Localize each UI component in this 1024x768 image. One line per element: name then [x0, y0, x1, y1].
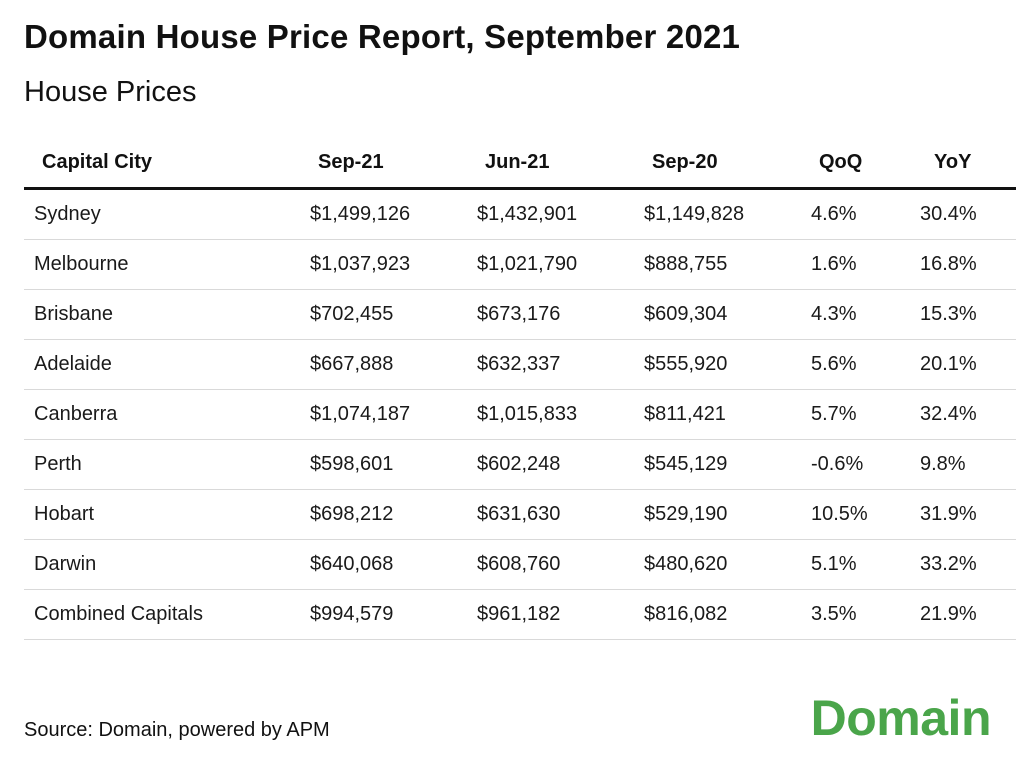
cell-sep-20: $888,755	[634, 239, 801, 290]
cell-yoy: 15.3%	[910, 289, 1016, 340]
cell-capital-city: Adelaide	[24, 339, 300, 390]
cell-capital-city: Brisbane	[24, 289, 300, 340]
column-header-sep-21: Sep-21	[300, 138, 467, 190]
cell-qoq: -0.6%	[801, 439, 910, 490]
cell-yoy: 32.4%	[910, 389, 1016, 440]
cell-qoq: 4.3%	[801, 289, 910, 340]
domain-logo: Domain	[810, 690, 992, 746]
cell-jun-21: $1,015,833	[467, 389, 634, 440]
column-header-yoy: YoY	[910, 138, 1016, 190]
table-body: Sydney $1,499,126 $1,432,901 $1,149,828 4.6%…	[24, 188, 1016, 640]
cell-capital-city: Darwin	[24, 539, 300, 590]
cell-sep-21: $1,499,126	[300, 188, 467, 240]
cell-yoy: 20.1%	[910, 339, 1016, 390]
table-row: Perth $598,601 $602,248 $545,129 -0.6% 9.8%	[24, 439, 1016, 490]
cell-capital-city: Hobart	[24, 489, 300, 540]
column-header-sep-20: Sep-20	[634, 138, 801, 190]
table-row: Hobart $698,212 $631,630 $529,190 10.5% 31.9%	[24, 489, 1016, 540]
cell-sep-21: $1,074,187	[300, 389, 467, 440]
table-row: Combined Capitals $994,579 $961,182 $816,08…	[24, 589, 1016, 640]
cell-sep-20: $609,304	[634, 289, 801, 340]
cell-yoy: 30.4%	[910, 188, 1016, 240]
cell-jun-21: $1,432,901	[467, 188, 634, 240]
cell-yoy: 16.8%	[910, 239, 1016, 290]
cell-jun-21: $1,021,790	[467, 239, 634, 290]
cell-jun-21: $632,337	[467, 339, 634, 390]
table-row: Canberra $1,074,187 $1,015,833 $811,421 5.7%…	[24, 389, 1016, 440]
cell-yoy: 21.9%	[910, 589, 1016, 640]
cell-sep-20: $555,920	[634, 339, 801, 390]
cell-sep-20: $529,190	[634, 489, 801, 540]
cell-qoq: 10.5%	[801, 489, 910, 540]
cell-sep-20: $480,620	[634, 539, 801, 590]
cell-jun-21: $631,630	[467, 489, 634, 540]
table-row: Darwin $640,068 $608,760 $480,620 5.1% 33.2%	[24, 539, 1016, 590]
header-row: Capital City Sep-21 Jun-21 Sep-20 QoQ Yo…	[24, 138, 1016, 190]
report-subtitle: House Prices	[24, 76, 197, 108]
cell-qoq: 1.6%	[801, 239, 910, 290]
cell-sep-20: $545,129	[634, 439, 801, 490]
source-note: Source: Domain, powered by APM	[24, 719, 330, 741]
cell-capital-city: Perth	[24, 439, 300, 490]
cell-yoy: 33.2%	[910, 539, 1016, 590]
cell-jun-21: $961,182	[467, 589, 634, 640]
table-row: Melbourne $1,037,923 $1,021,790 $888,755 1.6…	[24, 239, 1016, 290]
cell-capital-city: Canberra	[24, 389, 300, 440]
cell-capital-city: Melbourne	[24, 239, 300, 290]
house-price-table: Capital City Sep-21 Jun-21 Sep-20 QoQ Yo…	[24, 138, 1016, 640]
report-title: Domain House Price Report, September 202…	[24, 18, 741, 55]
cell-sep-20: $811,421	[634, 389, 801, 440]
price-table-container: Capital City Sep-21 Jun-21 Sep-20 QoQ Yo…	[24, 138, 1016, 640]
table-row: Adelaide $667,888 $632,337 $555,920 5.6% 20.1…	[24, 339, 1016, 390]
cell-qoq: 5.1%	[801, 539, 910, 590]
cell-qoq: 5.6%	[801, 339, 910, 390]
cell-capital-city: Sydney	[24, 188, 300, 240]
cell-yoy: 9.8%	[910, 439, 1016, 490]
cell-sep-20: $816,082	[634, 589, 801, 640]
table-header: Capital City Sep-21 Jun-21 Sep-20 QoQ Yo…	[24, 138, 1016, 190]
column-header-jun-21: Jun-21	[467, 138, 634, 190]
cell-sep-21: $702,455	[300, 289, 467, 340]
cell-sep-21: $994,579	[300, 589, 467, 640]
cell-sep-21: $1,037,923	[300, 239, 467, 290]
cell-jun-21: $673,176	[467, 289, 634, 340]
cell-sep-20: $1,149,828	[634, 188, 801, 240]
table-row: Brisbane $702,455 $673,176 $609,304 4.3% 15.3…	[24, 289, 1016, 340]
cell-jun-21: $602,248	[467, 439, 634, 490]
cell-qoq: 5.7%	[801, 389, 910, 440]
cell-qoq: 3.5%	[801, 589, 910, 640]
cell-sep-21: $667,888	[300, 339, 467, 390]
cell-sep-21: $698,212	[300, 489, 467, 540]
cell-yoy: 31.9%	[910, 489, 1016, 540]
cell-capital-city: Combined Capitals	[24, 589, 300, 640]
table-row: Sydney $1,499,126 $1,432,901 $1,149,828 4.6%…	[24, 188, 1016, 240]
cell-jun-21: $608,760	[467, 539, 634, 590]
cell-sep-21: $598,601	[300, 439, 467, 490]
cell-qoq: 4.6%	[801, 188, 910, 240]
cell-sep-21: $640,068	[300, 539, 467, 590]
column-header-qoq: QoQ	[801, 138, 910, 190]
column-header-capital-city: Capital City	[24, 138, 300, 190]
